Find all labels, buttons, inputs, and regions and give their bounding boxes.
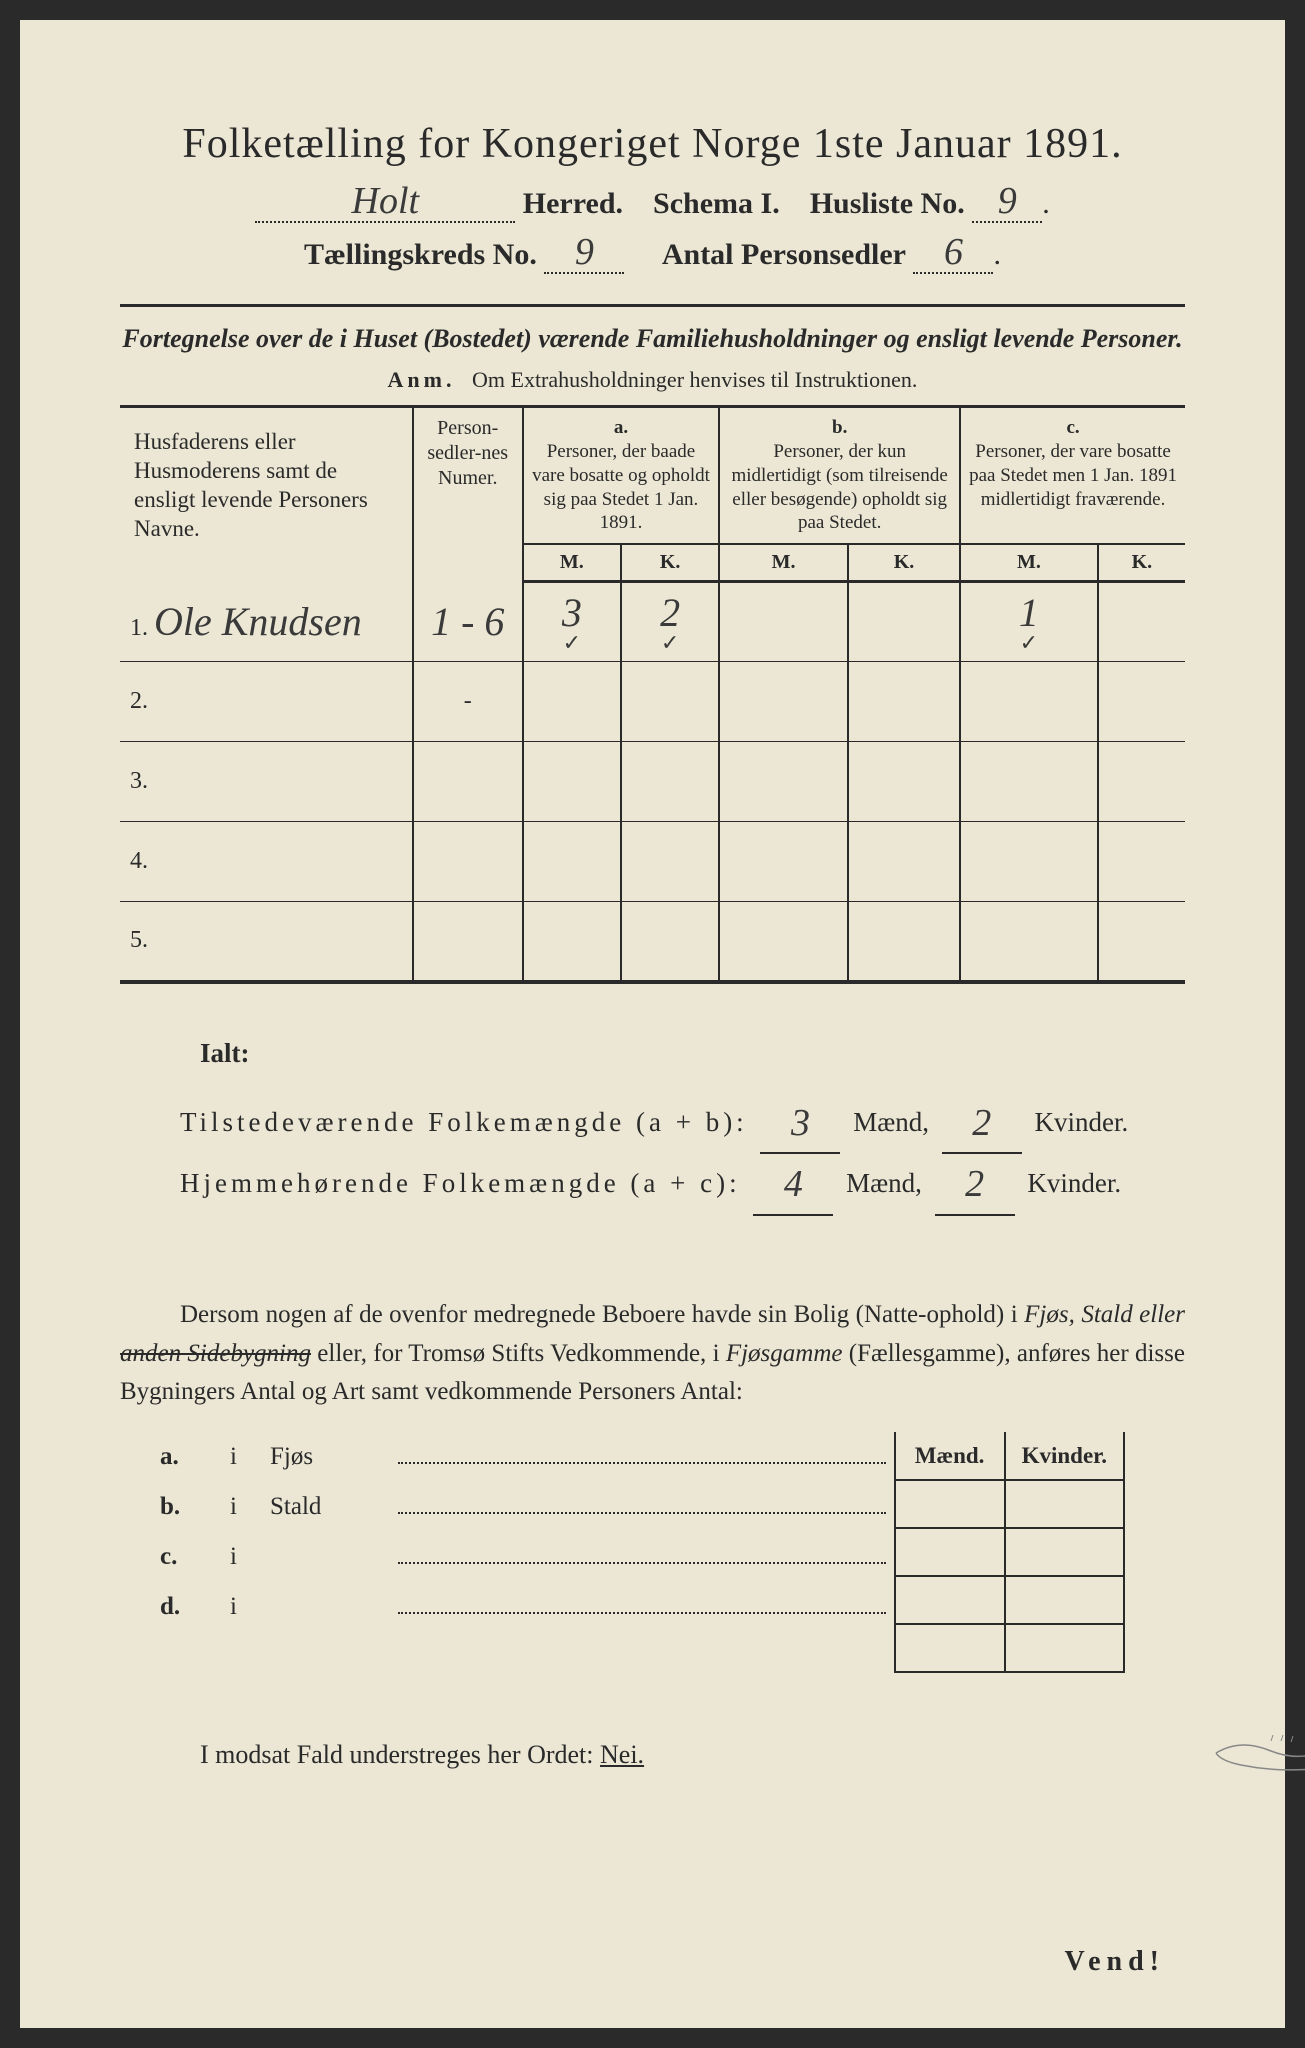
row1-name: Ole Knudsen [154, 599, 362, 644]
list-item: c. i [160, 1532, 894, 1582]
mk-b-m: M. [719, 544, 848, 582]
subtitle: Fortegnelse over de i Huset (Bostedet) v… [120, 321, 1185, 357]
table-row: 5. [120, 902, 1185, 982]
table-row: 2. - [120, 662, 1185, 742]
mk-c-m: M. [960, 544, 1098, 582]
schema-label: Schema I. [653, 187, 780, 220]
anm-label: Anm. [388, 367, 456, 392]
mk2-maend: Mænd. [895, 1432, 1005, 1480]
anm-text: Om Extrahusholdninger henvises til Instr… [472, 367, 917, 392]
mk-a-k: K. [621, 544, 719, 582]
ialt-label: Ialt: [180, 1024, 1185, 1083]
mk-table: Mænd. Kvinder. [894, 1432, 1125, 1673]
mk-a-m: M. [523, 544, 621, 582]
col-header-c: c. Personer, der vare bosatte paa Stedet… [960, 407, 1185, 544]
list-item: b. i Stald [160, 1482, 894, 1532]
list-item: a. i Fjøs [160, 1432, 894, 1482]
table-row: 3. [120, 742, 1185, 822]
main-table: Husfaderens eller Husmoderens samt de en… [120, 405, 1185, 983]
antal-value: 6 [944, 237, 963, 267]
nei-word: Nei. [600, 1740, 644, 1769]
totals-block: Ialt: Tilstedeværende Folkemængde (a + b… [120, 1024, 1185, 1216]
col-header-a: a. Personer, der baade vare bosatte og o… [523, 407, 720, 544]
header-line-1: Holt Herred. Schema I. Husliste No. 9 . [120, 186, 1185, 223]
census-form-page: Folketælling for Kongeriget Norge 1ste J… [20, 20, 1285, 2028]
herred-label: Herred. [523, 187, 623, 220]
herred-value: Holt [352, 186, 420, 216]
footer-line: I modsat Fald understreges her Ordet: Ne… [120, 1723, 1185, 1770]
mk2-kvinder: Kvinder. [1005, 1432, 1124, 1480]
col-header-num: Person-sedler-nes Numer. [413, 407, 523, 582]
scribble-icon [1211, 1733, 1305, 1783]
header-line-2: Tællingskreds No. 9 Antal Personsedler 6… [120, 237, 1185, 274]
antal-label: Antal Personsedler [662, 238, 906, 271]
anm-line: Anm. Om Extrahusholdninger henvises til … [120, 367, 1185, 393]
col-header-b: b. Personer, der kun midlertidigt (som t… [719, 407, 960, 544]
list-item: d. i [160, 1582, 894, 1632]
table-row: 4. [120, 822, 1185, 902]
vend-label: Vend! [1064, 1946, 1165, 1978]
mk-c-k: K. [1098, 544, 1185, 582]
col-header-name: Husfaderens eller Husmoderens samt de en… [120, 407, 413, 582]
husliste-value: 9 [998, 186, 1017, 216]
totals-line-1: Tilstedeværende Folkemængde (a + b): 3 M… [180, 1093, 1185, 1154]
instructions-paragraph: Dersom nogen af de ovenfor medregnede Be… [120, 1296, 1185, 1412]
divider [120, 304, 1185, 307]
husliste-label: Husliste No. [810, 187, 965, 220]
page-title: Folketælling for Kongeriget Norge 1ste J… [120, 120, 1185, 168]
lower-list: a. i Fjøs b. i Stald c. i d. i [120, 1432, 894, 1632]
kreds-label: Tællingskreds No. [304, 238, 537, 271]
totals-line-2: Hjemmehørende Folkemængde (a + c): 4 Mæn… [180, 1154, 1185, 1215]
kreds-value: 9 [575, 237, 594, 267]
table-row: 1. Ole Knudsen 1 - 6 3✓ 2✓ 1✓ [120, 582, 1185, 662]
mk-b-k: K. [848, 544, 960, 582]
lower-section: a. i Fjøs b. i Stald c. i d. i [120, 1432, 1185, 1673]
